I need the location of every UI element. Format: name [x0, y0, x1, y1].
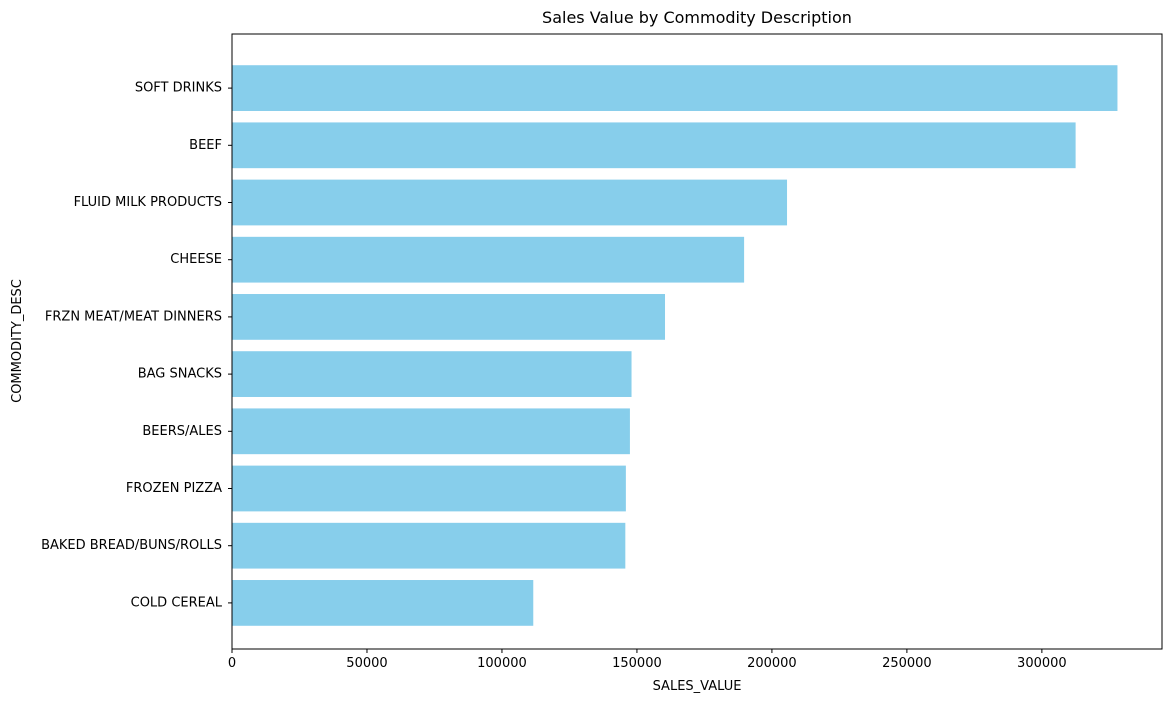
y-tick-label: BAG SNACKS	[138, 367, 222, 382]
x-tick-label: 300000	[1017, 656, 1067, 671]
y-tick-label: SOFT DRINKS	[135, 81, 222, 96]
y-tick-label: BAKED BREAD/BUNS/ROLLS	[41, 538, 222, 553]
bar-6	[232, 408, 630, 455]
y-tick-label: BEEF	[189, 138, 222, 153]
y-tick-label: FRZN MEAT/MEAT DINNERS	[45, 309, 222, 324]
x-tick-label: 100000	[477, 656, 527, 671]
y-axis-ticks: SOFT DRINKS BEEF FLUID MILK PRODUCTS CHEESE…	[41, 81, 232, 610]
chart-title: Sales Value by Commodity Description	[542, 8, 852, 27]
x-tick-label: 150000	[612, 656, 662, 671]
y-tick-label: FROZEN PIZZA	[126, 481, 222, 496]
y-tick-label: CHEESE	[170, 252, 222, 267]
y-axis-label: COMMODITY_DESC	[10, 279, 25, 403]
y-tick-label: COLD CEREAL	[131, 595, 223, 610]
x-tick-label: 250000	[882, 656, 932, 671]
y-tick-label: BEERS/ALES	[142, 424, 222, 439]
x-tick-label: 200000	[747, 656, 797, 671]
x-tick-label: 0	[228, 656, 236, 671]
bar-3	[232, 236, 745, 283]
plot-frame	[231, 33, 1163, 650]
x-tick-label: 50000	[346, 656, 387, 671]
bar-5	[232, 351, 632, 397]
bar-8	[232, 522, 626, 569]
x-axis-label: SALES_VALUE	[653, 679, 742, 694]
bar-4	[232, 294, 666, 340]
y-tick-label: FLUID MILK PRODUCTS	[74, 195, 222, 210]
bar-0	[232, 65, 1118, 111]
bar-9	[232, 580, 534, 626]
bar-2	[232, 179, 788, 226]
bar-7	[232, 465, 626, 512]
bars-group	[232, 65, 1118, 626]
x-axis-ticks: 0 50000 100000 150000 200000 250000 300000	[228, 649, 1067, 671]
bar-1	[232, 122, 1076, 169]
